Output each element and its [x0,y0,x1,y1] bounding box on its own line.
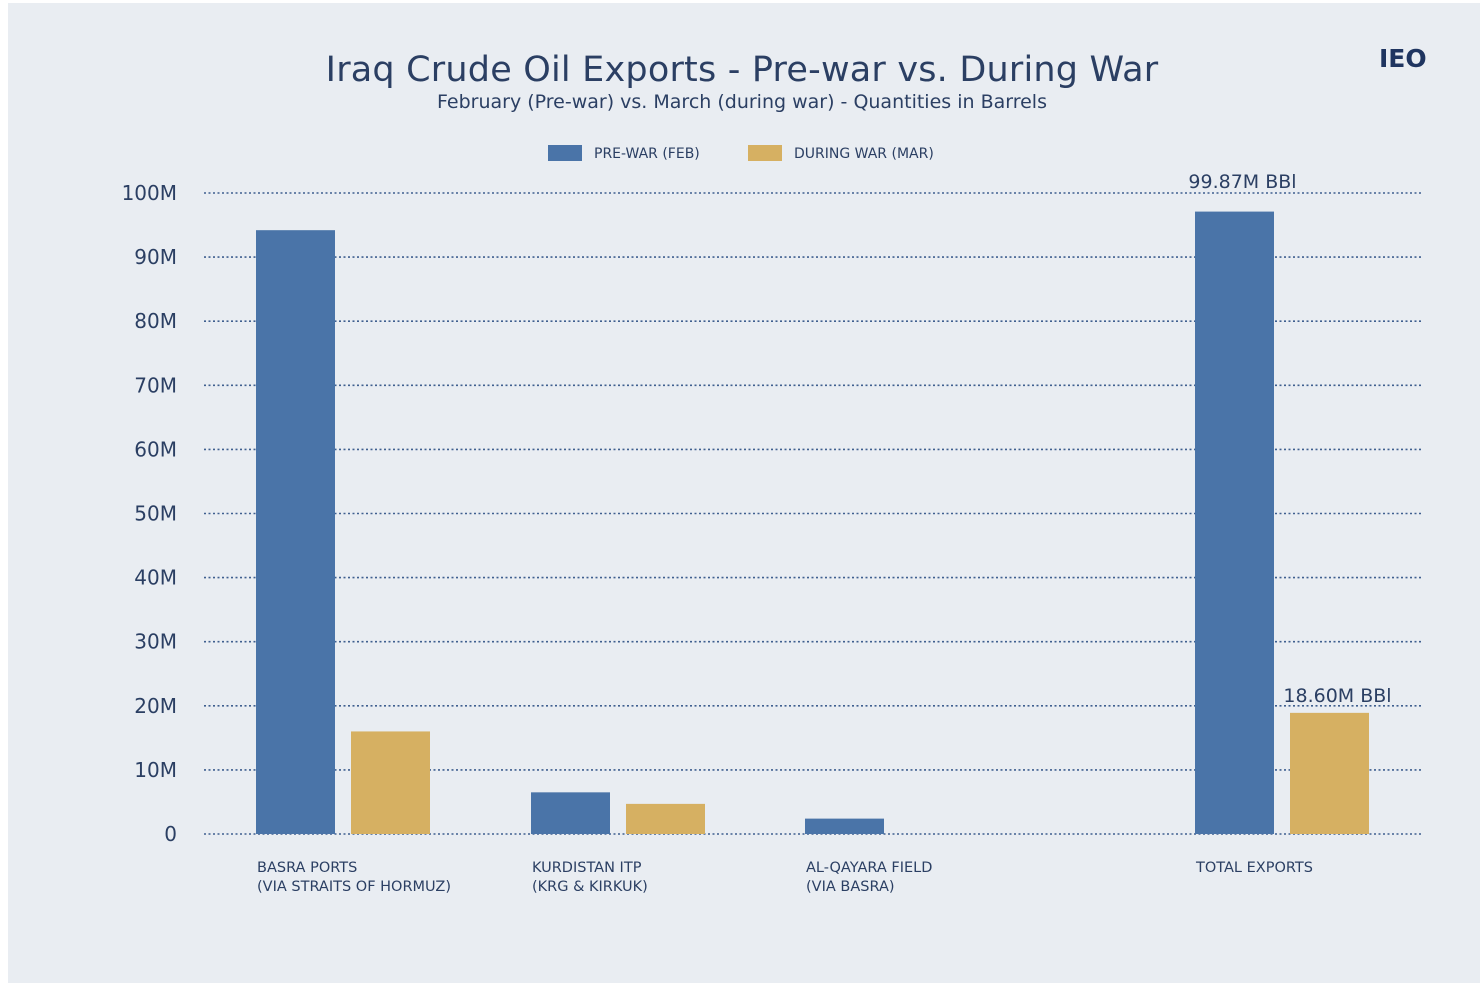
y-tick-label: 70M [134,373,177,397]
brand-logo: IEO [1379,44,1427,73]
chart-title: Iraq Crude Oil Exports - Pre-war vs. Dur… [325,50,1159,90]
y-tick-label: 60M [134,437,177,461]
x-category-label: (KRG & KIRKUK) [532,879,648,895]
y-tick-label: 10M [134,758,177,782]
legend-swatch [748,145,782,161]
y-tick-label: 100M [122,181,177,205]
x-category-label: AL-QAYARA FIELD [806,860,932,876]
y-tick-label: 20M [134,694,177,718]
y-tick-label: 90M [134,245,177,269]
legend-label: DURING WAR (MAR) [794,146,934,162]
bar [626,803,705,834]
x-category-label: (VIA BASRA) [806,879,895,895]
x-category-label: BASRA PORTS [257,860,357,876]
bars [256,211,1369,835]
bar [531,792,610,834]
legend: PRE-WAR (FEB) DURING WAR (MAR) [548,145,934,162]
bar [1195,211,1274,835]
y-tick-label: 30M [134,630,177,654]
x-axis-categories: BASRA PORTS (VIA STRAITS OF HORMUZ) KURDIS… [257,860,1313,895]
bar [351,731,430,834]
y-tick-label: 80M [134,309,177,333]
x-category-label: (VIA STRAITS OF HORMUZ) [257,879,451,895]
bar [1290,712,1369,834]
data-label: 99.87M BBl [1188,171,1296,193]
bar [805,818,884,834]
x-category-label: KURDISTAN ITP [532,860,642,876]
x-category-label: TOTAL EXPORTS [1195,860,1313,876]
legend-label: PRE-WAR (FEB) [594,146,700,162]
bar [256,230,335,835]
data-label: 18.60M BBl [1283,685,1391,707]
y-tick-label: 50M [134,502,177,526]
y-tick-label: 0 [164,822,177,846]
legend-swatch [548,145,582,161]
y-axis-ticks: 0 10M 20M 30M 40M 50M 60M 70M 80M 90M 100M [122,181,177,846]
y-tick-label: 40M [134,566,177,590]
chart-subtitle: February (Pre-war) vs. March (during war… [437,91,1047,113]
data-labels: 99.87M BBl 18.60M BBl [1188,171,1391,707]
